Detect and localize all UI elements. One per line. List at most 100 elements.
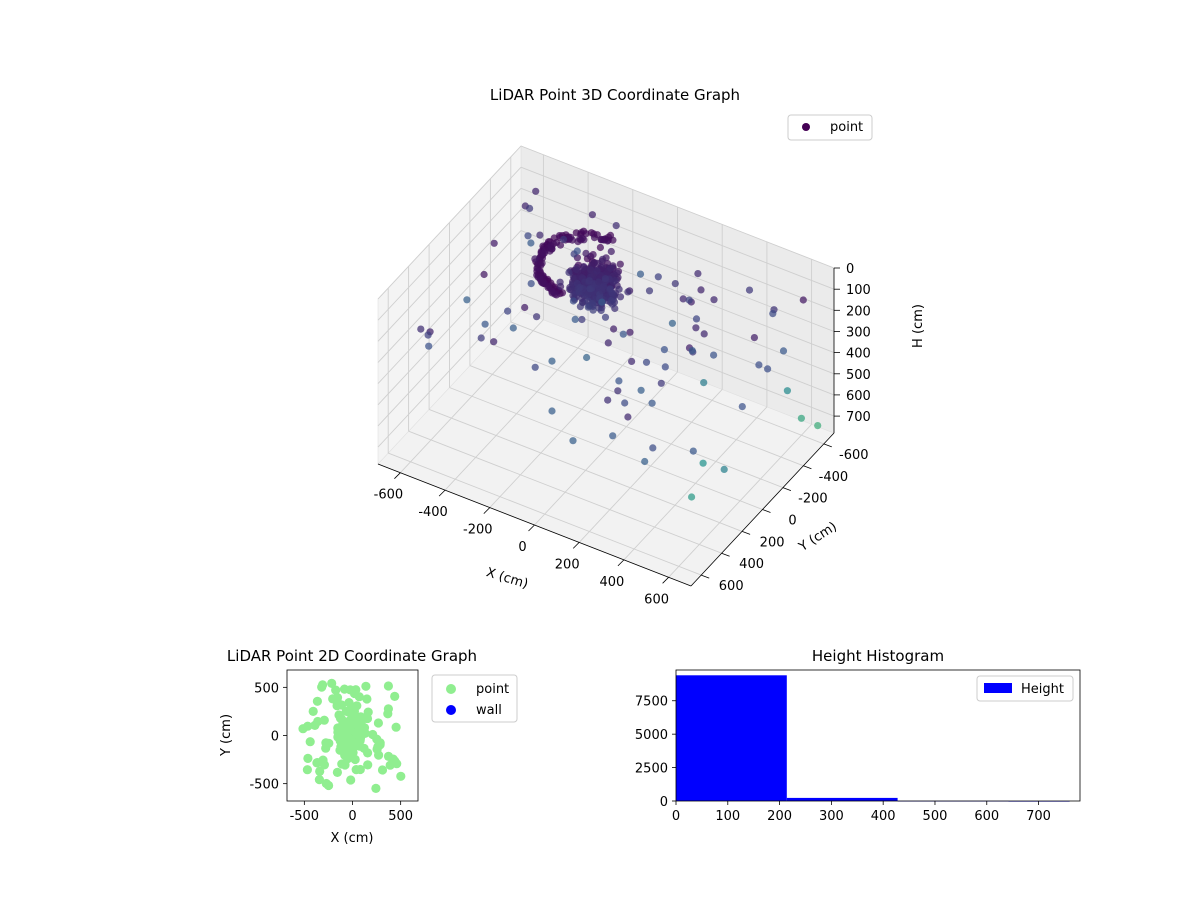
chart-2d-ylabel: Y (cm) <box>219 714 234 757</box>
chart-3d-point <box>610 325 618 333</box>
chart-3d-point <box>615 285 623 293</box>
x-tick-label: 200 <box>767 809 792 824</box>
y-tick-label: 2500 <box>635 762 668 777</box>
chart-3d-point <box>641 457 649 466</box>
y-tick-label: 200 <box>760 535 785 550</box>
chart-2d-point <box>355 741 365 751</box>
y-tick-label: 0 <box>271 730 279 745</box>
chart-3d-point <box>615 377 623 385</box>
y-tick-label: -600 <box>839 448 869 463</box>
chart-3d-point <box>576 283 584 292</box>
chart-2d-point <box>327 678 337 689</box>
chart-2d-point <box>345 736 355 746</box>
chart-3d-point <box>463 296 471 304</box>
chart-2d-point <box>391 722 401 732</box>
chart-2d-point <box>332 697 342 707</box>
chart-3d-point <box>585 277 593 285</box>
x-tick-label: -400 <box>418 505 448 520</box>
chart-histogram: Height Histogram 0 100 200 300 400 500 600 7000… <box>635 647 1081 824</box>
chart-2d-legend: point wall <box>431 674 518 723</box>
chart-2d-point <box>346 775 356 785</box>
chart-3d-point <box>755 361 763 369</box>
chart-3d-point <box>595 278 603 286</box>
chart-3d-point <box>660 346 669 354</box>
chart-3d-point <box>481 320 489 328</box>
y-tick-label: 600 <box>719 579 744 594</box>
chart-3d-point <box>671 280 679 288</box>
histogram-frame <box>675 669 1081 802</box>
legend-marker-point <box>802 123 810 131</box>
chart-3d-point <box>596 243 605 252</box>
chart-3d-point <box>614 387 622 395</box>
chart-2d-point <box>377 765 388 775</box>
chart-3d-point <box>694 270 702 278</box>
chart-2d-point <box>373 718 383 728</box>
legend-label-point: point <box>830 120 863 135</box>
chart-3d-legend: point <box>787 114 873 141</box>
legend-label-height: Height <box>1021 682 1064 697</box>
chart-3d-point <box>524 232 532 240</box>
chart-3d-point <box>599 236 607 244</box>
chart-3d-point <box>598 298 606 306</box>
chart-2d-point <box>371 783 381 794</box>
chart-3d-point <box>604 396 612 404</box>
chart-3d-zlabel: H (cm) <box>911 304 926 348</box>
chart-3d-point <box>814 422 822 430</box>
x-tick-label: -500 <box>290 809 320 824</box>
legend-label-point: point <box>476 682 509 697</box>
chart-2d-point <box>345 685 355 695</box>
chart-3d-point <box>572 265 580 274</box>
chart-3d-point <box>599 255 607 263</box>
chart-2d-point <box>343 722 353 732</box>
chart-3d-point <box>594 259 602 267</box>
chart-3d-point <box>654 273 662 281</box>
chart-3d-point <box>425 342 433 350</box>
chart-3d-point <box>624 288 632 296</box>
chart-3d-point <box>597 306 605 315</box>
chart-2d-point <box>303 753 313 764</box>
x-tick-label: 0 <box>348 809 356 824</box>
chart-2d-point <box>333 723 343 733</box>
chart-3d-point <box>642 358 651 366</box>
chart-3d-point <box>573 247 581 255</box>
chart-2d-point <box>302 765 312 775</box>
chart-3d-point <box>548 407 556 415</box>
chart-3d-point <box>710 351 718 359</box>
chart-3d-point <box>649 444 657 452</box>
chart-3d-point <box>504 307 512 315</box>
chart-3d-point <box>738 403 746 411</box>
chart-3d-point <box>616 260 624 268</box>
chart-3d-point <box>685 296 693 304</box>
chart-3d-point <box>571 315 579 323</box>
z-tick-label: 700 <box>846 410 871 425</box>
chart-3d-point <box>533 313 541 321</box>
y-tick-label: 7500 <box>635 695 668 710</box>
histogram-bars <box>676 675 1070 802</box>
chart-3d-point <box>527 280 535 288</box>
x-tick-label: 600 <box>644 592 669 607</box>
chart-3d-point <box>679 295 687 303</box>
chart-3d-point <box>588 299 597 307</box>
chart-2d-point <box>315 766 325 777</box>
chart-2d-point <box>332 767 342 778</box>
x-tick-label: 400 <box>599 575 624 590</box>
chart-3d-point <box>526 204 534 212</box>
chart-3d-point <box>527 239 535 247</box>
chart-3d-point <box>480 270 488 279</box>
chart-3d-point <box>769 310 777 318</box>
chart-3d-point <box>745 286 754 294</box>
chart-2d-point <box>303 721 313 731</box>
y-tick-label: 500 <box>254 681 279 696</box>
chart-3d-point <box>648 399 656 407</box>
chart-3d-point <box>601 313 610 321</box>
chart-2d-point <box>347 714 357 724</box>
chart-2d-point <box>308 706 318 717</box>
chart-3d-point <box>548 357 556 365</box>
chart-3d-point <box>531 255 539 263</box>
chart-3d-point <box>692 315 701 323</box>
chart-3d-point <box>797 414 806 422</box>
chart-3d-point <box>559 235 568 243</box>
chart-3d-point <box>688 493 696 501</box>
chart-3d-point <box>607 247 615 256</box>
